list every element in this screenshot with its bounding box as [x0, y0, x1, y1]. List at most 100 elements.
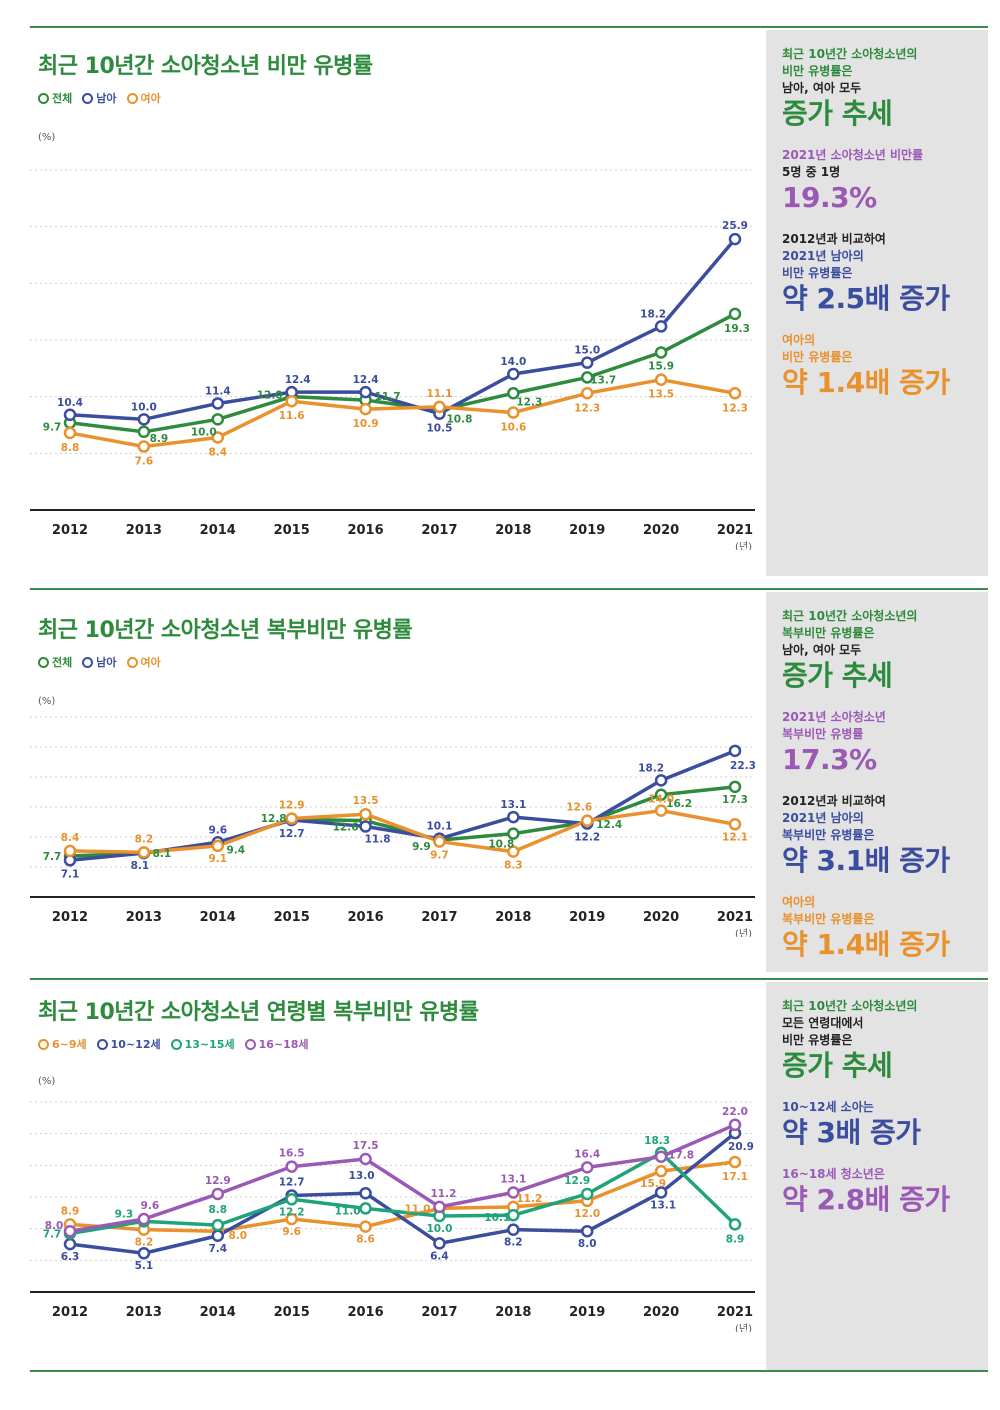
x-tick-label: 2019	[569, 1305, 605, 1320]
legend-item: 남아	[82, 654, 117, 670]
data-label: 18.2	[638, 762, 664, 774]
summary-text: 최근 10년간 소아청소년의	[782, 999, 918, 1013]
data-point	[137, 1246, 151, 1260]
summary-block: 최근 10년간 소아청소년의 비만 유병률은 남아, 여아 모두 증가 추세	[782, 46, 974, 131]
data-point	[359, 385, 372, 399]
data-label: 10.1	[426, 821, 452, 833]
data-label: 8.2	[135, 1237, 154, 1249]
summary-block: 최근 10년간 소아청소년의 복부비만 유병률은 남아, 여아 모두 증가 추세	[782, 608, 974, 693]
summary-highlight: 약 1.4배 증가	[782, 928, 950, 961]
data-label: 9.6	[282, 1226, 301, 1238]
summary-text: 2021년 남아의	[782, 811, 864, 825]
data-point	[728, 744, 742, 758]
x-tick-label: 2018	[495, 1305, 531, 1320]
summary-highlight: 19.3%	[782, 181, 877, 214]
summary-block: 여아의 복부비만 유병률은 약 1.4배 증가	[782, 894, 974, 962]
data-label: 12.9	[279, 800, 305, 812]
legend-item: 여아	[126, 90, 161, 106]
legend: 전체 남아 여아	[38, 654, 161, 670]
summary-block: 2012년과 비교하여 2021년 남아의 복부비만 유병률은 약 3.1배 증가	[782, 793, 974, 878]
data-label: 13.5	[353, 795, 379, 807]
data-point	[285, 1160, 298, 1173]
data-point	[137, 413, 151, 426]
x-tick-label: 2014	[200, 1305, 236, 1320]
data-point	[211, 1187, 225, 1201]
data-label: 10.8	[488, 839, 514, 851]
summary-text: 2021년 소아청소년 비만률	[782, 148, 924, 162]
data-label: 7.6	[135, 456, 154, 468]
data-label: 8.2	[135, 833, 154, 845]
x-tick-label: 2012	[52, 523, 88, 538]
data-label: 14.0	[500, 356, 526, 368]
summary-highlight: 약 1.4배 증가	[782, 366, 950, 399]
data-label: 9.6	[208, 824, 227, 836]
data-point	[654, 1150, 668, 1163]
line-chart-obesity: 2012 2013 2014 2015 2016 2017 2018 2019 2020 2021…	[30, 169, 755, 550]
summary-sidebar: 최근 10년간 소아청소년의 모든 연령대에서 비만 유병률은 증가 추세 10~12세…	[766, 982, 988, 1370]
data-label: 9.7	[43, 422, 62, 434]
data-point	[654, 774, 668, 787]
data-label: 16.4	[574, 1148, 600, 1160]
data-label: 10.0	[131, 401, 157, 413]
data-point	[654, 1186, 668, 1199]
data-point	[728, 1155, 742, 1169]
data-label: 13.7	[590, 374, 616, 386]
data-point	[580, 1161, 594, 1174]
data-point	[507, 1223, 520, 1236]
data-label: 8.9	[726, 1233, 745, 1245]
data-label: 8.0	[578, 1238, 597, 1250]
x-tick-label: 2017	[421, 910, 457, 925]
data-label: 7.7	[43, 1228, 62, 1240]
summary-text: 5명 중 1명	[782, 165, 841, 179]
data-label: 13.0	[349, 1170, 375, 1182]
data-point	[359, 820, 372, 833]
data-label: 8.1	[131, 860, 150, 872]
summary-block: 2012년과 비교하여 2021년 남아의 비만 유병률은 약 2.5배 증가	[782, 231, 974, 316]
data-label: 12.4	[596, 819, 622, 831]
data-point	[63, 1224, 77, 1238]
legend-item: 여아	[126, 654, 161, 670]
data-label: 10.6	[500, 422, 526, 434]
data-label: 11.2	[516, 1193, 542, 1205]
data-point	[654, 788, 668, 802]
legend-marker-icon	[38, 92, 49, 104]
summary-text: 복부비만 유병률	[782, 727, 864, 741]
data-label: 9.7	[430, 850, 449, 862]
legend-marker-icon	[38, 1038, 49, 1050]
summary-block: 16~18세 청소년은 약 2.8배 증가	[782, 1166, 974, 1217]
data-point	[654, 373, 668, 386]
summary-text: 비만 유병률은	[782, 266, 853, 280]
series-line	[69, 1123, 736, 1233]
data-point	[728, 1218, 742, 1231]
x-tick-label: 2014	[200, 523, 236, 538]
legend-label: 13~15세	[184, 1038, 235, 1051]
summary-text: 최근 10년간 소아청소년의	[782, 609, 918, 623]
data-point	[728, 307, 742, 321]
chart-title: 최근 10년간 소아청소년 연령별 복부비만 유병률	[38, 1000, 479, 1025]
legend-item: 13~15세	[170, 1036, 235, 1052]
summary-highlight: 증가 추세	[782, 1049, 893, 1082]
data-point	[507, 367, 520, 381]
data-label: 10.1	[484, 1212, 510, 1224]
data-point	[63, 408, 77, 422]
legend-marker-icon	[82, 92, 94, 104]
summary-text: 2021년 남아의	[782, 249, 864, 263]
data-label: 12.2	[279, 1206, 305, 1218]
data-label: 10.9	[353, 418, 379, 430]
data-point	[211, 1218, 225, 1232]
data-label: 8.4	[208, 446, 227, 458]
data-label: 10.5	[426, 423, 452, 435]
data-label: 8.0	[45, 1220, 64, 1232]
legend-item: 전체	[38, 654, 72, 670]
data-label: 6.4	[430, 1250, 449, 1262]
data-point	[728, 818, 742, 831]
data-point	[507, 406, 520, 419]
panel-age-abdominal-obesity: 최근 10년간 소아청소년 연령별 복부비만 유병률 6~9세 10~12세 13~…	[30, 982, 988, 1370]
summary-text: 복부비만 유병률은	[782, 828, 875, 842]
data-label: 12.8	[261, 813, 287, 825]
data-label: 7.7	[43, 851, 62, 863]
x-unit-label: (년)	[735, 541, 752, 550]
legend-label: 여아	[140, 92, 161, 105]
panel-obesity: 최근 10년간 소아청소년 비만 유병률 전체 남아 여아 (%) 2012 2013…	[30, 30, 988, 576]
data-point	[211, 397, 225, 410]
